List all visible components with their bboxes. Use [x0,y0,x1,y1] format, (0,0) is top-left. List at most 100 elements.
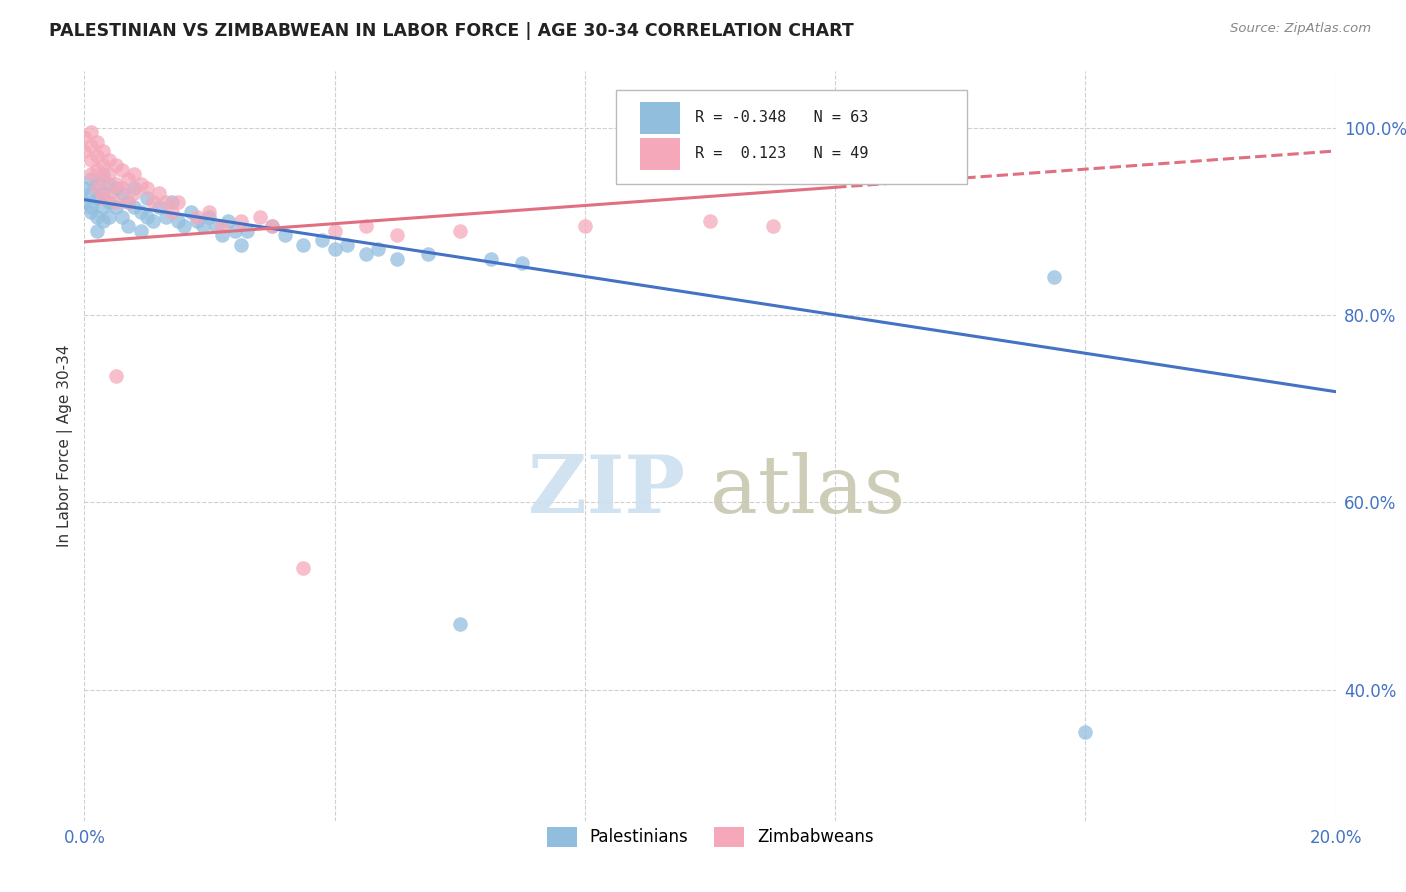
Point [117,195,139,210]
Point [249,210,271,224]
Point [211,219,233,233]
Point [418,247,440,261]
Point [354,247,377,261]
Point [155,210,177,224]
Point [198,205,221,219]
Point [98,186,121,200]
Text: Source: ZipAtlas.com: Source: ZipAtlas.com [1230,22,1371,36]
Point [86,210,108,224]
Point [111,186,134,200]
Point [111,162,134,177]
Point [574,219,596,233]
Point [98,210,121,224]
Point [79,168,101,182]
Point [1043,270,1066,285]
Point [155,195,177,210]
Point [186,214,208,228]
Point [98,177,121,191]
Point [79,200,101,214]
Point [73,181,96,195]
Point [86,135,108,149]
Point [229,214,252,228]
Point [79,139,101,153]
Point [136,181,159,195]
Point [104,158,127,172]
Point [91,172,114,186]
Point [124,186,146,200]
Point [86,181,108,195]
Point [229,237,252,252]
Point [91,158,114,172]
Point [512,256,534,270]
Point [193,219,215,233]
Text: R = -0.348   N = 63: R = -0.348 N = 63 [695,111,869,125]
Point [148,200,170,214]
Point [86,162,108,177]
Text: R =  0.123   N = 49: R = 0.123 N = 49 [695,146,869,161]
Point [98,168,121,182]
Point [104,200,127,214]
Point [699,214,721,228]
Point [79,125,101,139]
Text: atlas: atlas [710,452,905,530]
Point [91,186,114,200]
Point [336,237,359,252]
Point [129,177,152,191]
FancyBboxPatch shape [616,90,966,184]
Bar [640,102,681,134]
Point [449,617,471,632]
Point [204,219,226,233]
Point [91,168,114,182]
Point [167,195,190,210]
Point [79,153,101,168]
Point [136,210,159,224]
Point [91,191,114,205]
Point [124,181,146,195]
Point [224,224,246,238]
Point [86,191,108,205]
Point [479,252,502,266]
Point [136,191,159,205]
Point [86,149,108,163]
Legend: Palestinians, Zimbabweans: Palestinians, Zimbabweans [540,820,880,854]
Point [160,195,183,210]
Point [198,210,221,224]
Point [73,195,96,210]
Point [217,214,239,228]
Point [111,210,134,224]
Point [98,153,121,168]
Point [86,177,108,191]
Point [167,214,190,228]
Point [292,561,315,575]
Point [142,195,165,210]
Point [104,181,127,195]
Point [211,228,233,243]
Point [262,219,284,233]
Point [73,144,96,158]
Point [142,214,165,228]
Point [124,168,146,182]
Point [104,368,127,383]
Point [180,205,202,219]
Text: PALESTINIAN VS ZIMBABWEAN IN LABOR FORCE | AGE 30-34 CORRELATION CHART: PALESTINIAN VS ZIMBABWEAN IN LABOR FORCE… [49,22,853,40]
Point [367,243,389,257]
Point [1074,724,1097,739]
Point [124,200,146,214]
Point [79,205,101,219]
Point [98,195,121,210]
Point [323,224,346,238]
Point [79,172,101,186]
Point [129,224,152,238]
Point [385,228,409,243]
Point [73,130,96,145]
Point [129,205,152,219]
Bar [640,138,681,169]
Point [104,195,127,210]
Point [262,219,284,233]
Point [104,177,127,191]
Point [91,200,114,214]
Point [117,219,139,233]
Point [111,181,134,195]
Point [354,219,377,233]
Point [323,243,346,257]
